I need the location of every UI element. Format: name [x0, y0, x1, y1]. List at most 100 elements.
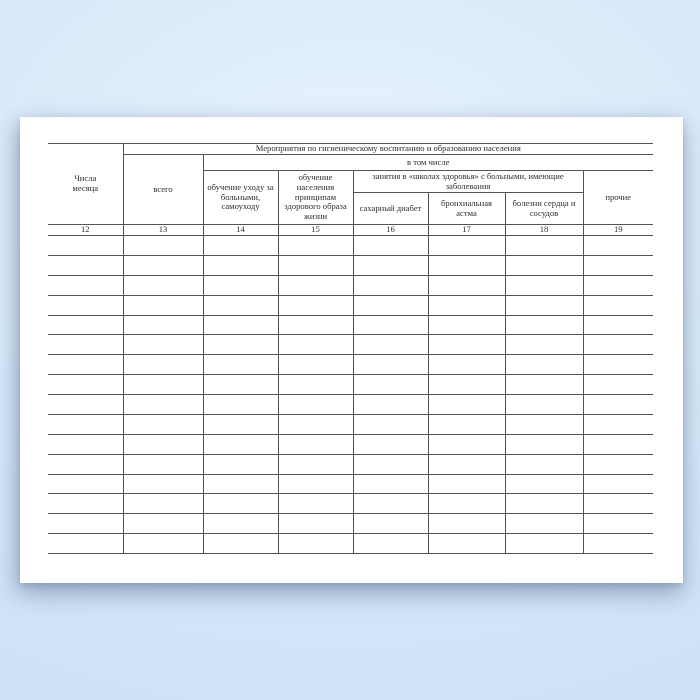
col-header-other: прочие — [582, 170, 654, 225]
empty-cell — [427, 334, 506, 356]
empty-cell — [582, 413, 654, 435]
empty-cell — [122, 294, 204, 316]
empty-cell — [202, 294, 279, 316]
empty-cell — [427, 433, 506, 455]
empty-cell — [48, 235, 124, 256]
empty-cell — [277, 274, 354, 296]
empty-cell — [48, 374, 124, 395]
empty-cell — [48, 493, 124, 515]
empty-cell — [504, 394, 584, 415]
empty-cell — [202, 314, 279, 336]
empty-cell — [582, 533, 654, 554]
empty-cell — [277, 235, 354, 256]
empty-cell — [504, 334, 584, 356]
column-number: 17 — [427, 224, 506, 236]
document-page: Числа месяца Мероприятия по гигиеническо… — [20, 117, 683, 583]
empty-cell — [48, 394, 124, 415]
empty-cell — [277, 254, 354, 276]
empty-cell — [202, 533, 279, 554]
empty-cell — [427, 453, 506, 475]
column-number: 18 — [504, 224, 584, 236]
empty-cell — [122, 374, 204, 395]
table-row — [48, 254, 654, 276]
empty-cell — [504, 453, 584, 475]
empty-cell — [582, 314, 654, 336]
empty-cell — [427, 354, 506, 376]
col-header-healthy-lifestyle-training: обучение населения принципам здорового о… — [277, 170, 354, 225]
empty-cell — [48, 254, 124, 276]
empty-cell — [202, 354, 279, 376]
empty-cell — [122, 254, 204, 276]
table-row — [48, 433, 654, 455]
empty-cell — [122, 413, 204, 435]
hygiene-education-journal-table: Числа месяца Мероприятия по гигиеническо… — [48, 143, 654, 554]
table-row — [48, 473, 654, 495]
table-row — [48, 513, 654, 535]
empty-cell — [352, 294, 429, 316]
empty-cell — [202, 513, 279, 535]
empty-cell — [582, 374, 654, 395]
empty-cell — [504, 314, 584, 336]
empty-cell — [352, 473, 429, 495]
empty-cell — [427, 254, 506, 276]
empty-cell — [122, 394, 204, 415]
col-header-day-of-month-label: Числа месяца — [72, 173, 99, 193]
table-row — [48, 394, 654, 415]
empty-cell — [352, 334, 429, 356]
empty-cell — [277, 294, 354, 316]
empty-cell — [582, 334, 654, 356]
empty-cell — [504, 354, 584, 376]
empty-cell — [122, 453, 204, 475]
col-header-heart-diseases: болезни сердца и сосудов — [504, 192, 584, 225]
empty-cell — [277, 453, 354, 475]
empty-cell — [582, 493, 654, 515]
col-header-patient-care-training: обучение уходу за больными, самоуходу — [202, 170, 279, 225]
empty-cell — [202, 433, 279, 455]
empty-cell — [277, 354, 354, 376]
empty-cell — [504, 433, 584, 455]
empty-cell — [352, 513, 429, 535]
empty-cell — [277, 374, 354, 395]
empty-cell — [504, 473, 584, 495]
table-row — [48, 413, 654, 435]
empty-cell — [48, 433, 124, 455]
empty-cell — [48, 334, 124, 356]
empty-cell — [202, 274, 279, 296]
column-numbers-row: 12 13 14 15 16 17 18 19 — [48, 224, 654, 236]
table-row — [48, 533, 654, 554]
empty-cell — [277, 513, 354, 535]
empty-cell — [582, 274, 654, 296]
empty-cell — [504, 294, 584, 316]
empty-cell — [202, 374, 279, 395]
empty-cell — [582, 354, 654, 376]
empty-cell — [202, 453, 279, 475]
empty-cell — [277, 314, 354, 336]
empty-cell — [504, 254, 584, 276]
empty-cell — [504, 374, 584, 395]
empty-cell — [427, 274, 506, 296]
empty-cell — [277, 394, 354, 415]
table-row — [48, 334, 654, 356]
column-number: 16 — [352, 224, 429, 236]
empty-cell — [504, 493, 584, 515]
table-title: Мероприятия по гигиеническому воспитанию… — [122, 143, 654, 155]
empty-cell — [352, 533, 429, 554]
empty-cell — [48, 294, 124, 316]
empty-cell — [122, 274, 204, 296]
empty-cell — [202, 493, 279, 515]
empty-cell — [427, 413, 506, 435]
empty-cell — [202, 394, 279, 415]
empty-cell — [202, 473, 279, 495]
empty-cell — [48, 473, 124, 495]
empty-cell — [48, 314, 124, 336]
column-number: 14 — [202, 224, 279, 236]
empty-cell — [427, 294, 506, 316]
empty-cell — [277, 433, 354, 455]
column-number: 15 — [277, 224, 354, 236]
empty-cell — [352, 254, 429, 276]
empty-cell — [427, 473, 506, 495]
empty-cell — [122, 473, 204, 495]
empty-cell — [352, 493, 429, 515]
column-number: 13 — [122, 224, 204, 236]
empty-cell — [427, 493, 506, 515]
